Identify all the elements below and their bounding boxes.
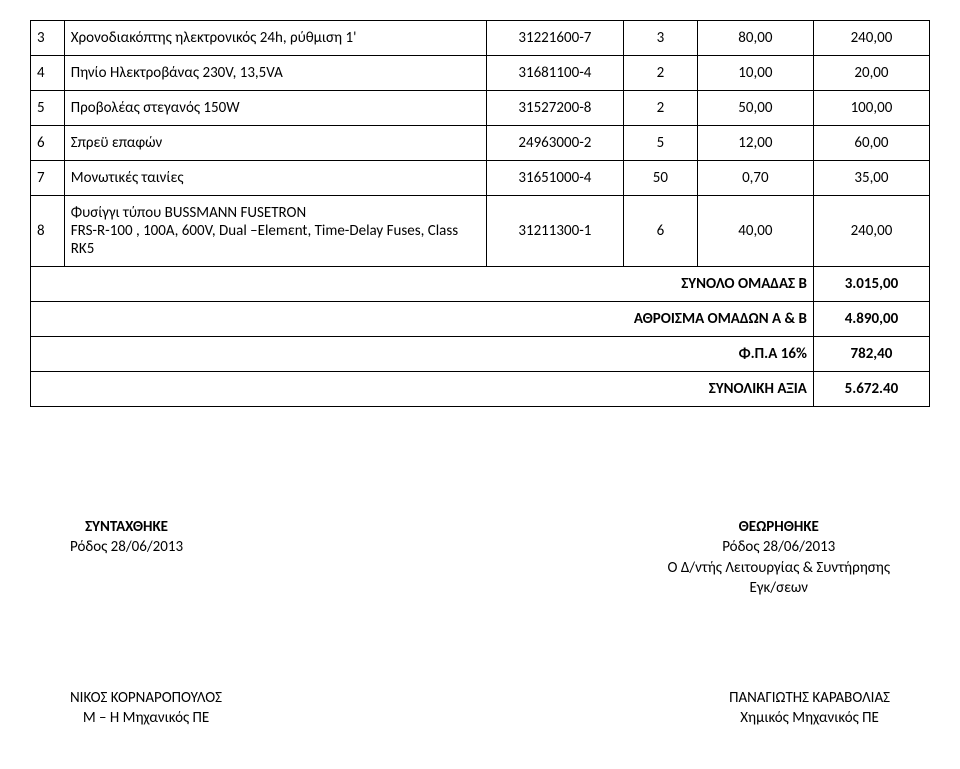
sig-date: Ρόδος 28/06/2013 [70, 537, 183, 557]
table-row: 3 Χρονοδιακόπτης ηλεκτρονικός 24h, ρύθμι… [31, 21, 930, 56]
sig-role: Μ – Η Μηχανικός ΠΕ [70, 708, 222, 728]
row-qty: 6 [623, 196, 697, 267]
row-index: 4 [31, 56, 65, 91]
row-desc: Πηνίο Ηλεκτροβάνας 230V, 13,5VA [64, 56, 486, 91]
signature-left: ΣΥΝΤΑΧΘΗΚΕ Ρόδος 28/06/2013 [70, 517, 183, 598]
row-code: 31221600-7 [486, 21, 623, 56]
sig-name: ΠΑΝΑΓΙΩΤΗΣ ΚΑΡΑΒΟΛΙΑΣ [729, 688, 890, 708]
row-desc: Προβολέας στεγανός 150W [64, 91, 486, 126]
sig-name: ΝΙΚΟΣ ΚΟΡΝΑΡΟΠΟΥΛΟΣ [70, 688, 222, 708]
row-code: 31527200-8 [486, 91, 623, 126]
row-unit: 80,00 [697, 21, 813, 56]
summary-label: ΣΥΝΟΛΙΚΗ ΑΞΙΑ [31, 372, 814, 407]
row-code: 31681100-4 [486, 56, 623, 91]
row-total: 240,00 [813, 21, 929, 56]
row-index: 7 [31, 161, 65, 196]
row-index: 3 [31, 21, 65, 56]
items-table: 3 Χρονοδιακόπτης ηλεκτρονικός 24h, ρύθμι… [30, 20, 930, 407]
row-total: 100,00 [813, 91, 929, 126]
row-unit: 12,00 [697, 126, 813, 161]
summary-label: ΣΥΝΟΛΟ ΟΜΑΔΑΣ Β [31, 267, 814, 302]
signature-block-bottom: ΝΙΚΟΣ ΚΟΡΝΑΡΟΠΟΥΛΟΣ Μ – Η Μηχανικός ΠΕ Π… [30, 688, 930, 749]
table-row: 8 Φυσίγγι τύπου BUSSMANN FUSETRON FRS-R-… [31, 196, 930, 267]
sig-date: Ρόδος 28/06/2013 [668, 537, 890, 557]
row-qty: 50 [623, 161, 697, 196]
row-desc: Φυσίγγι τύπου BUSSMANN FUSETRON FRS-R-10… [64, 196, 486, 267]
row-total: 35,00 [813, 161, 929, 196]
summary-value: 3.015,00 [813, 267, 929, 302]
row-qty: 3 [623, 21, 697, 56]
document-page: 3 Χρονοδιακόπτης ηλεκτρονικός 24h, ρύθμι… [0, 0, 960, 769]
row-code: 31651000-4 [486, 161, 623, 196]
row-total: 240,00 [813, 196, 929, 267]
row-index: 8 [31, 196, 65, 267]
summary-value: 782,40 [813, 337, 929, 372]
signature-right: ΘΕΩΡΗΘΗΚΕ Ρόδος 28/06/2013 Ο Δ/ντής Λειτ… [668, 517, 890, 598]
row-index: 6 [31, 126, 65, 161]
summary-row: ΣΥΝΟΛΟ ΟΜΑΔΑΣ Β 3.015,00 [31, 267, 930, 302]
table-row: 6 Σπρεϋ επαφών 24963000-2 5 12,00 60,00 [31, 126, 930, 161]
row-unit: 0,70 [697, 161, 813, 196]
row-qty: 2 [623, 91, 697, 126]
sig-title: ΣΥΝΤΑΧΘΗΚΕ [70, 517, 183, 537]
table-row: 7 Μονωτικές ταινίες 31651000-4 50 0,70 3… [31, 161, 930, 196]
row-index: 5 [31, 91, 65, 126]
row-unit: 50,00 [697, 91, 813, 126]
summary-row: ΑΘΡΟΙΣΜΑ ΟΜΑΔΩΝ Α & Β 4.890,00 [31, 302, 930, 337]
summary-row: ΣΥΝΟΛΙΚΗ ΑΞΙΑ 5.672.40 [31, 372, 930, 407]
sig-role2: Εγκ/σεων [668, 578, 890, 598]
row-unit: 40,00 [697, 196, 813, 267]
row-desc: Μονωτικές ταινίες [64, 161, 486, 196]
row-total: 60,00 [813, 126, 929, 161]
sig-role: Ο Δ/ντής Λειτουργίας & Συντήρησης [668, 558, 890, 578]
signature-block-top: ΣΥΝΤΑΧΘΗΚΕ Ρόδος 28/06/2013 ΘΕΩΡΗΘΗΚΕ Ρό… [30, 517, 930, 598]
table-row: 4 Πηνίο Ηλεκτροβάνας 230V, 13,5VA 316811… [31, 56, 930, 91]
row-qty: 2 [623, 56, 697, 91]
row-desc: Σπρεϋ επαφών [64, 126, 486, 161]
row-qty: 5 [623, 126, 697, 161]
row-total: 20,00 [813, 56, 929, 91]
row-unit: 10,00 [697, 56, 813, 91]
summary-row: Φ.Π.Α 16% 782,40 [31, 337, 930, 372]
row-code: 31211300-1 [486, 196, 623, 267]
sig-role: Χημικός Μηχανικός ΠΕ [729, 708, 890, 728]
summary-value: 5.672.40 [813, 372, 929, 407]
summary-value: 4.890,00 [813, 302, 929, 337]
row-code: 24963000-2 [486, 126, 623, 161]
summary-label: Φ.Π.Α 16% [31, 337, 814, 372]
summary-label: ΑΘΡΟΙΣΜΑ ΟΜΑΔΩΝ Α & Β [31, 302, 814, 337]
sig-title: ΘΕΩΡΗΘΗΚΕ [668, 517, 890, 537]
row-desc: Χρονοδιακόπτης ηλεκτρονικός 24h, ρύθμιση… [64, 21, 486, 56]
signature-left-name: ΝΙΚΟΣ ΚΟΡΝΑΡΟΠΟΥΛΟΣ Μ – Η Μηχανικός ΠΕ [70, 688, 222, 729]
signature-right-name: ΠΑΝΑΓΙΩΤΗΣ ΚΑΡΑΒΟΛΙΑΣ Χημικός Μηχανικός … [729, 688, 890, 729]
table-row: 5 Προβολέας στεγανός 150W 31527200-8 2 5… [31, 91, 930, 126]
